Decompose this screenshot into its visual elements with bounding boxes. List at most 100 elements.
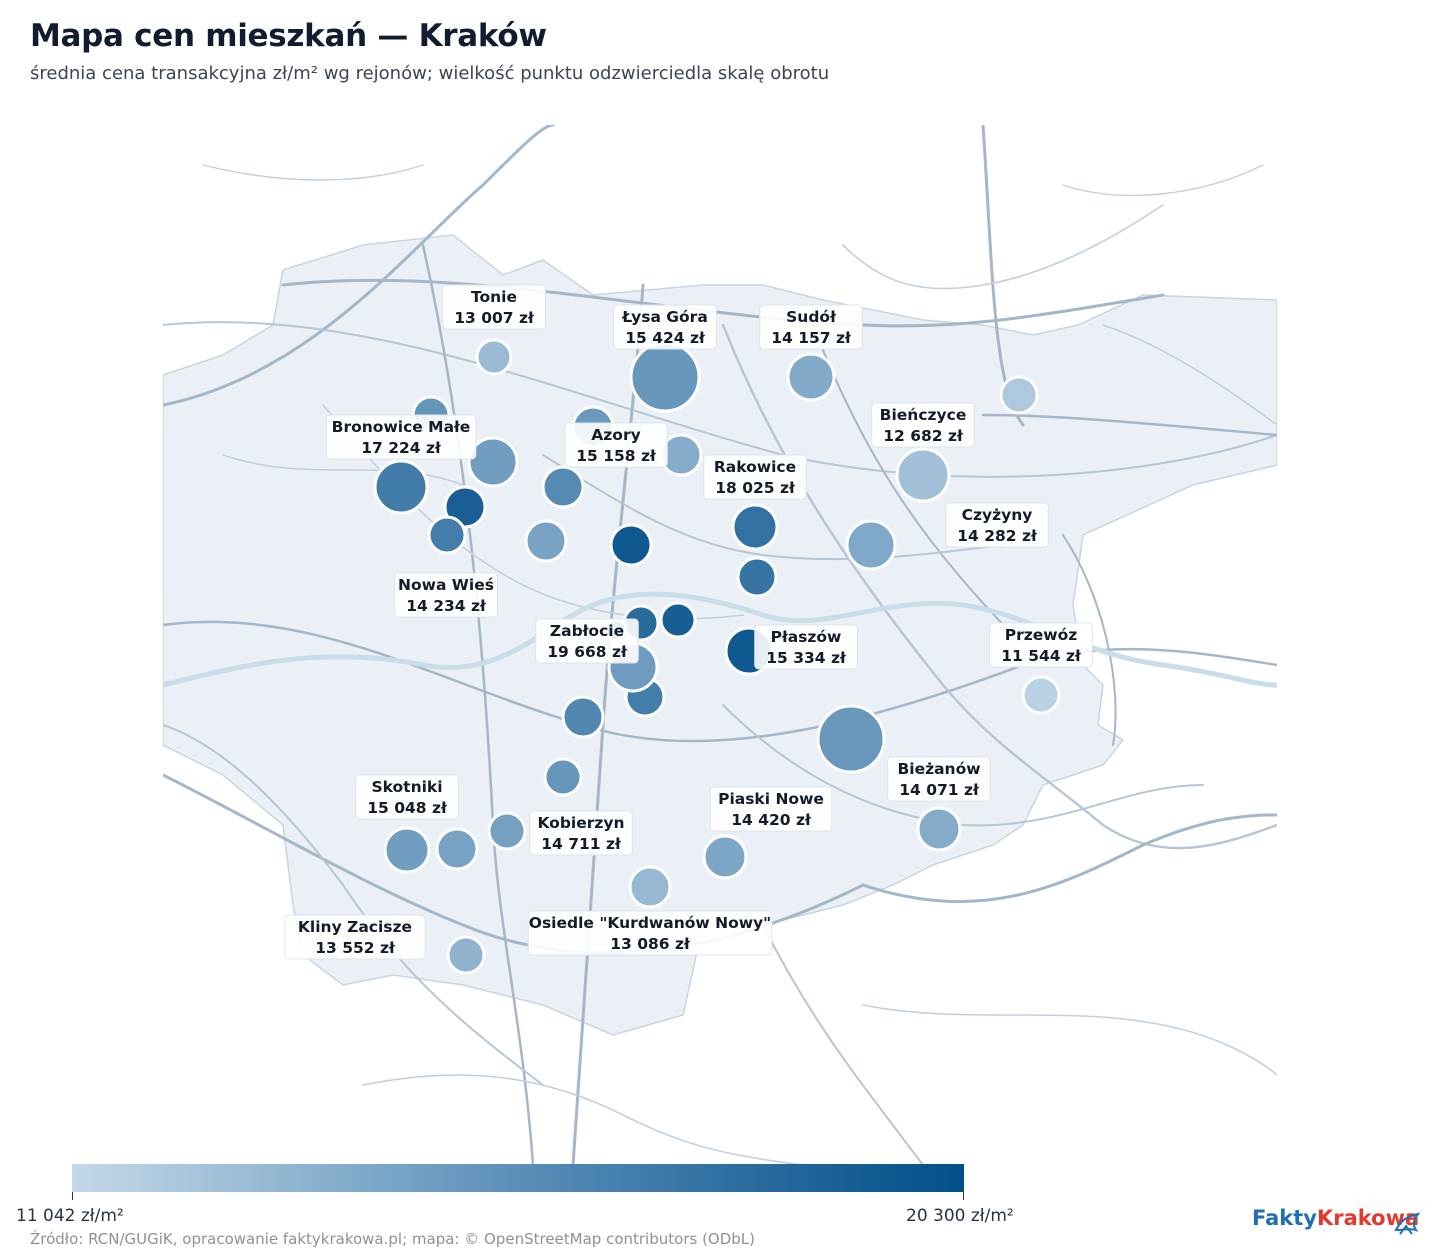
- district-marker-bronowice-małe[interactable]: [373, 459, 429, 515]
- legend-max-label: 20 300 zł/m²: [906, 1206, 1014, 1226]
- map-panel[interactable]: Tonie 13 007 zł Łysa Góra 15 424 zł Sudół 14 …: [163, 125, 1277, 1165]
- district-label-box: [284, 914, 426, 960]
- district-label: Sudół 14 157 zł: [759, 304, 863, 350]
- district-marker-przewóz[interactable]: [1021, 675, 1061, 715]
- district-marker-łysa-góra[interactable]: [629, 341, 701, 413]
- road-line: [163, 125, 555, 407]
- source-note: Źródło: RCN/GUGiK, opracowanie faktykrak…: [30, 1230, 756, 1248]
- district-marker[interactable]: [816, 704, 886, 774]
- district-marker[interactable]: [524, 519, 568, 563]
- district-marker[interactable]: [541, 465, 585, 509]
- road-line: [762, 924, 924, 1165]
- district-price: 18 025 zł: [715, 479, 796, 497]
- district-marker[interactable]: [487, 811, 527, 851]
- district-marker[interactable]: [467, 436, 519, 488]
- district-label-box: [442, 284, 546, 330]
- district-price: 13 552 zł: [315, 939, 396, 957]
- district-label-box: [564, 422, 668, 468]
- district-markers: Tonie 13 007 zł Łysa Góra 15 424 zł Sudół 14 …: [284, 284, 1093, 975]
- district-label: Kobierzyn 14 711 zł: [529, 810, 633, 856]
- road-line: [421, 243, 535, 1165]
- district-name: Tonie: [471, 288, 517, 306]
- district-name: Przewóz: [1005, 626, 1078, 644]
- district-label-box: [709, 786, 833, 832]
- district-marker[interactable]: [999, 375, 1039, 415]
- district-name: Bieńczyce: [880, 406, 967, 424]
- district-marker-czyżyny[interactable]: [845, 519, 897, 571]
- district-price: 15 048 zł: [367, 799, 448, 817]
- map-canvas: Tonie 13 007 zł Łysa Góra 15 424 zł Sudół 14 …: [163, 125, 1277, 1165]
- district-name: Osiedle "Kurdwanów Nowy": [529, 914, 771, 932]
- district-price: 15 158 zł: [576, 447, 657, 465]
- road-line: [1102, 324, 1277, 426]
- district-marker[interactable]: [443, 485, 487, 529]
- brand-logo[interactable]: FaktyKrakowa: [1252, 1206, 1422, 1246]
- district-label-box: [759, 304, 863, 350]
- district-price: 13 086 zł: [610, 935, 691, 953]
- district-label: Bronowice Małe 17 224 zł: [325, 414, 477, 460]
- district-name: Nowa Wieś: [398, 576, 494, 594]
- road-line: [571, 283, 645, 1165]
- district-label-box: [754, 624, 858, 670]
- page-subtitle: średnia cena transakcyjna zł/m² wg rejon…: [30, 63, 830, 84]
- district-label: Przewóz 11 544 zł: [989, 622, 1093, 668]
- district-price: 14 071 zł: [899, 781, 980, 799]
- district-marker[interactable]: [561, 695, 605, 739]
- district-price: 14 282 zł: [957, 527, 1038, 545]
- district-label: Osiedle "Kurdwanów Nowy" 13 086 zł: [527, 910, 773, 956]
- district-marker-tonie[interactable]: [475, 338, 513, 376]
- district-marker-sudół[interactable]: [786, 352, 836, 402]
- district-label-box: [394, 572, 498, 618]
- district-label: Płaszów 15 334 zł: [754, 624, 858, 670]
- road-line: [202, 164, 424, 181]
- district-label-box: [535, 618, 639, 664]
- district-marker-rakowice[interactable]: [731, 503, 779, 551]
- district-name: Zabłocie: [550, 622, 624, 640]
- district-name: Sudół: [786, 308, 837, 326]
- district-label: Azory 15 158 zł: [564, 422, 668, 468]
- district-label-box: [871, 402, 975, 448]
- district-label-box: [529, 810, 633, 856]
- road-line: [542, 454, 1004, 561]
- logo-text-part2: Krakowa: [1316, 1206, 1420, 1230]
- district-marker-bieńczyce[interactable]: [895, 447, 951, 503]
- district-label: Skotniki 15 048 zł: [355, 774, 459, 820]
- district-marker[interactable]: [435, 827, 479, 871]
- district-marker-zabłocie[interactable]: [609, 523, 653, 567]
- district-price: 11 544 zł: [1001, 647, 1082, 665]
- road-line: [163, 620, 1277, 743]
- district-price: 14 234 zł: [406, 597, 487, 615]
- district-marker[interactable]: [543, 757, 583, 797]
- district-price: 17 224 zł: [361, 439, 442, 457]
- district-label: Bieńczyce 12 682 zł: [871, 402, 975, 448]
- logo-text-part1: Fakty: [1252, 1206, 1317, 1230]
- river-vistula: [163, 591, 1277, 688]
- district-label: Tonie 13 007 zł: [442, 284, 546, 330]
- road-line: [722, 704, 1204, 827]
- district-marker[interactable]: [659, 601, 697, 639]
- district-name: Płaszów: [771, 628, 842, 646]
- district-name: Kliny Zacisze: [298, 918, 412, 936]
- district-label-box: [613, 304, 717, 350]
- district-price: 14 711 zł: [541, 835, 622, 853]
- road-line: [1062, 534, 1117, 746]
- legend-color-scale: [72, 1164, 964, 1192]
- road-line: [842, 204, 1164, 290]
- legend-tick-max: [963, 1192, 964, 1200]
- district-marker[interactable]: [427, 515, 467, 555]
- district-marker-piaski-nowe[interactable]: [702, 834, 748, 880]
- district-marker-skotniki[interactable]: [383, 826, 431, 874]
- district-marker-kliny-zacisze[interactable]: [446, 935, 486, 975]
- district-label: Kliny Zacisze 13 552 zł: [284, 914, 426, 960]
- district-marker-bieżanów[interactable]: [916, 806, 962, 852]
- road-line: [861, 813, 1277, 904]
- district-marker[interactable]: [628, 865, 672, 909]
- district-label: Piaski Nowe 14 420 zł: [709, 786, 833, 832]
- district-marker[interactable]: [736, 556, 778, 598]
- district-label: Czyżyny 14 282 zł: [945, 502, 1049, 548]
- district-name: Skotniki: [371, 778, 442, 796]
- district-label-box: [703, 454, 807, 500]
- legend-min-label: 11 042 zł/m²: [16, 1206, 124, 1226]
- district-price: 14 420 zł: [731, 811, 812, 829]
- road-line: [862, 1004, 1277, 1076]
